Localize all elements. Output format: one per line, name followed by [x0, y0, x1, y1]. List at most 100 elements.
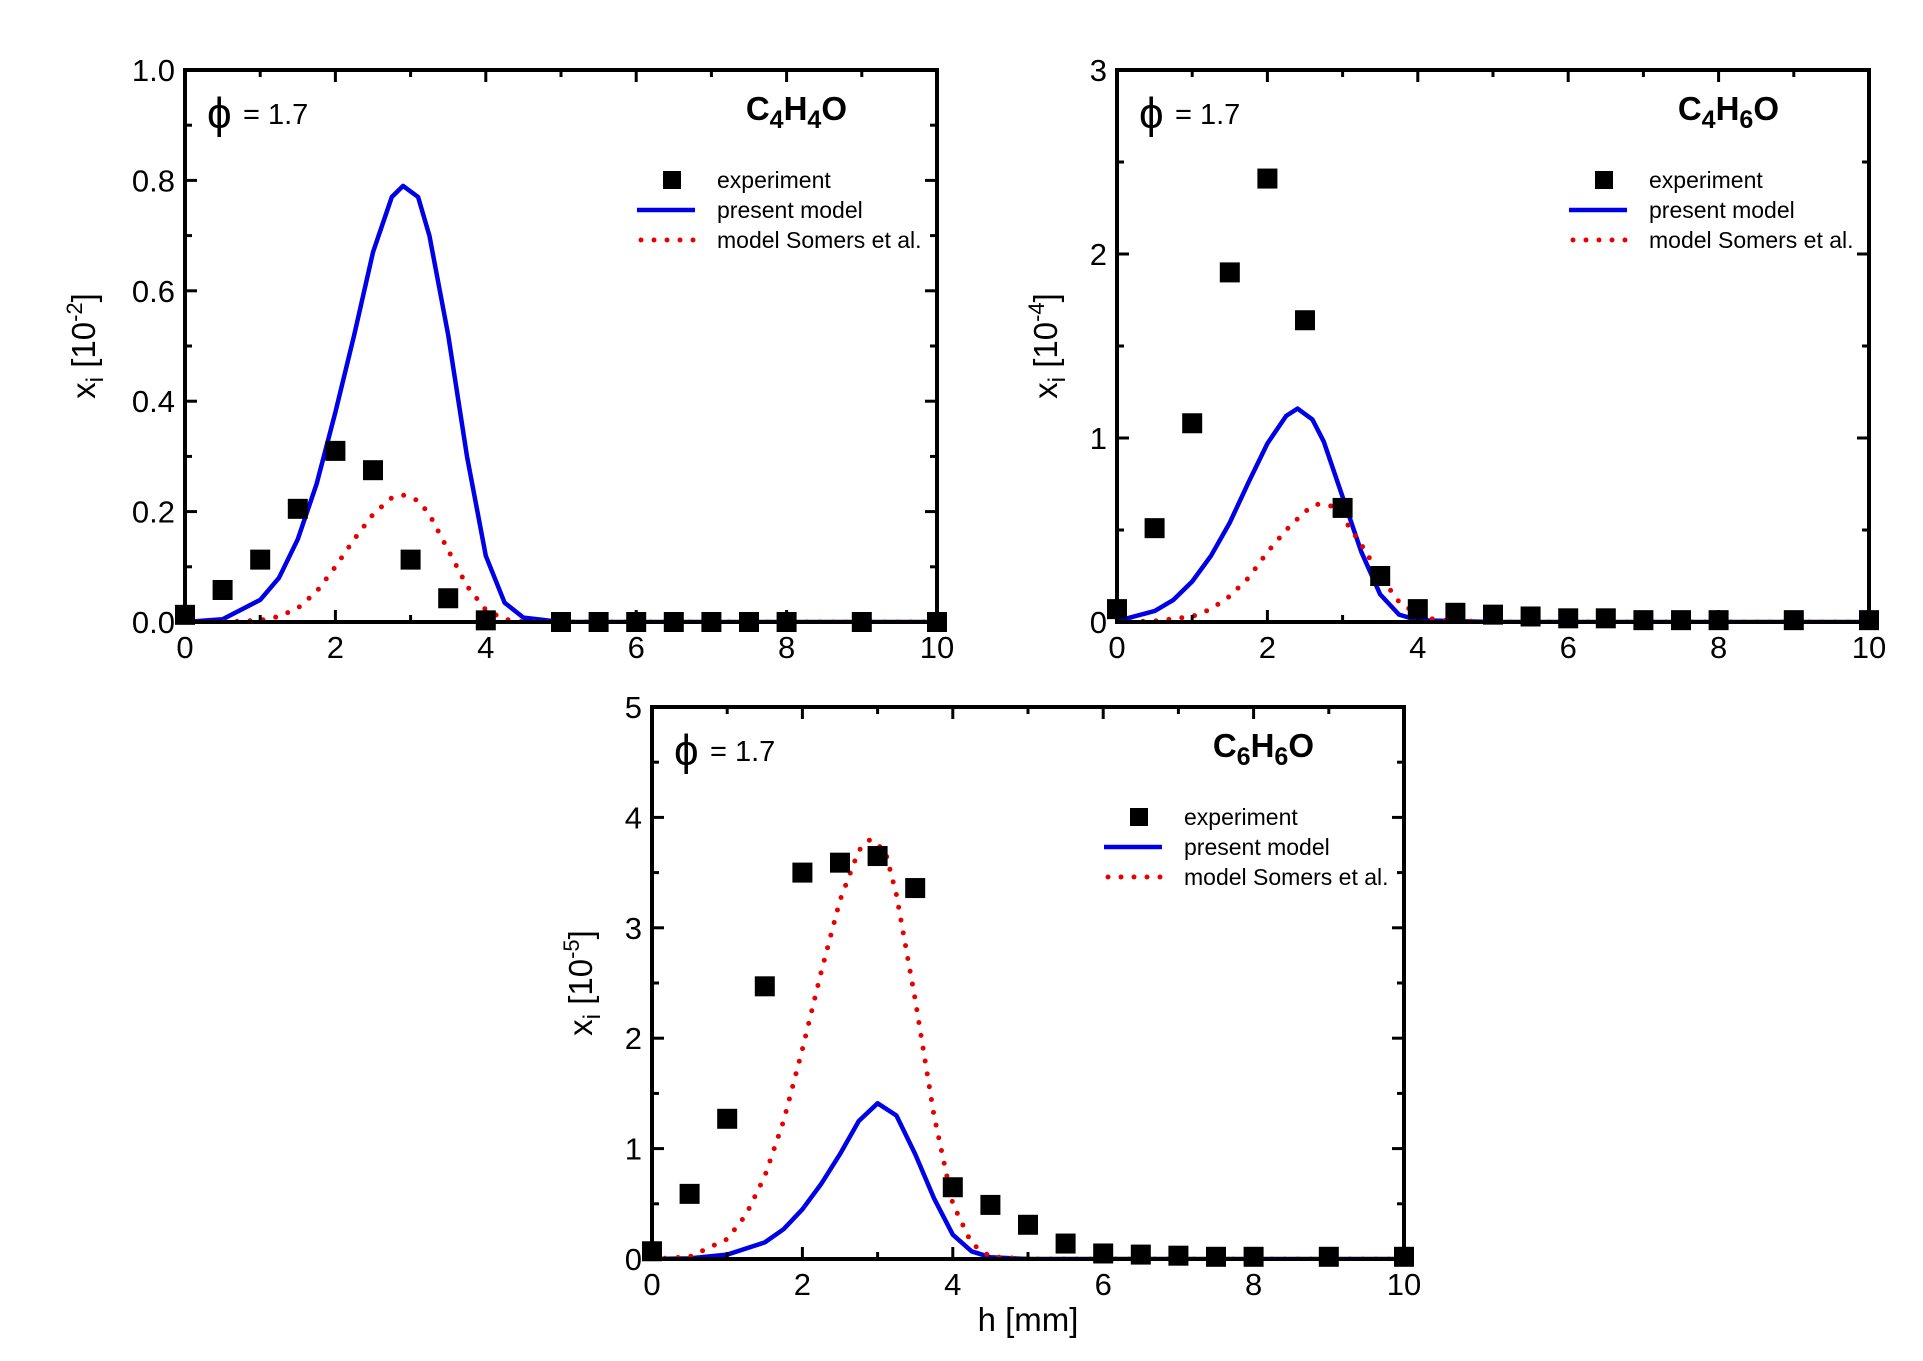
data-point-experiment — [212, 579, 233, 600]
x-tick-label: 0 — [643, 1267, 660, 1302]
y-tick-label: 1 — [1090, 421, 1107, 456]
species-label: C6H6O — [1213, 727, 1314, 771]
legend-label-experiment: experiment — [717, 167, 831, 193]
x-tick-label: 8 — [778, 630, 795, 665]
y-tick-label: 0.4 — [132, 384, 175, 419]
data-point-experiment — [679, 1183, 700, 1204]
data-point-experiment — [325, 440, 346, 461]
x-tick-label: 2 — [327, 630, 344, 665]
x-tick-label: 0 — [1108, 630, 1125, 665]
data-point-experiment — [1144, 518, 1165, 539]
data-point-experiment — [1370, 566, 1391, 586]
legend-label-present: present model — [717, 197, 863, 223]
series-line-present-model — [1117, 406, 1869, 622]
data-point-experiment — [1445, 602, 1466, 623]
legend-label-experiment: experiment — [1649, 167, 1763, 193]
series-line-present-model — [652, 1101, 1404, 1259]
species-label: C4H6O — [1678, 90, 1779, 134]
phi-value: = 1.7 — [710, 736, 775, 768]
x-tick-label: 4 — [944, 1267, 961, 1302]
data-point-experiment — [1483, 604, 1503, 625]
legend-marker-experiment — [1595, 171, 1613, 189]
y-tick-label: 1 — [625, 1132, 642, 1167]
legend-marker-experiment — [1130, 808, 1148, 826]
y-tick-label: 3 — [1090, 53, 1107, 88]
x-tick-label: 4 — [477, 630, 494, 665]
data-point-experiment — [1407, 599, 1428, 620]
legend-label-somers: model Somers et al. — [1184, 864, 1389, 890]
x-axis-label: h [mm] — [978, 1301, 1079, 1338]
x-tick-label: 2 — [794, 1267, 811, 1302]
x-tick-label: 8 — [1710, 630, 1727, 665]
plot-frame — [1115, 68, 1871, 624]
chart-panel-c4h6o: 0 2 4 6 8 10 0 1 2 3 xi [10-4] ϕ = 1.7 C4H6O experimen… — [1024, 53, 1886, 665]
x-tick-label: 10 — [1852, 630, 1886, 665]
data-point-experiment — [867, 846, 888, 867]
data-point-experiment — [287, 498, 308, 519]
legend-label-present: present model — [1649, 197, 1795, 223]
y-tick-label: 0.0 — [132, 605, 175, 640]
data-point-experiment — [1055, 1233, 1076, 1254]
x-tick-label: 6 — [1095, 1267, 1112, 1302]
y-tick-label: 0 — [625, 1242, 642, 1277]
phi-symbol: ϕ — [674, 726, 699, 775]
y-tick-label: 5 — [625, 690, 642, 725]
species-label: C4H4O — [746, 90, 847, 134]
data-point-experiment — [1182, 413, 1203, 434]
y-tick-label: 3 — [625, 911, 642, 946]
data-point-experiment — [942, 1177, 963, 1198]
x-tick-label: 2 — [1259, 630, 1276, 665]
data-point-experiment — [754, 976, 775, 997]
y-axis-label: xi [10-2] — [62, 293, 109, 399]
data-point-experiment — [1332, 497, 1353, 518]
phi-value: = 1.7 — [243, 99, 308, 131]
legend-label-somers: model Somers et al. — [1649, 227, 1854, 253]
x-tick-label: 0 — [176, 630, 193, 665]
y-tick-label: 0.8 — [132, 163, 175, 198]
data-point-experiment — [792, 862, 813, 883]
series-line-somers-model — [1117, 501, 1869, 622]
data-point-experiment — [363, 460, 383, 481]
y-tick-label: 2 — [625, 1021, 642, 1056]
data-point-experiment — [1595, 608, 1616, 629]
series-line-somers-model — [652, 837, 1404, 1259]
y-tick-label: 0 — [1090, 605, 1107, 640]
data-point-experiment — [1206, 1246, 1226, 1267]
chart-panel-c4h4o: 0 2 4 6 8 10 0.0 0.2 0.4 0.6 0.8 1.0 xi [10-2] ϕ = 1.7… — [62, 53, 954, 665]
legend-marker-experiment — [663, 171, 681, 189]
data-point-experiment — [717, 1108, 738, 1129]
series-line-present-model — [185, 183, 937, 622]
y-tick-label: 2 — [1090, 237, 1107, 272]
data-point-experiment — [905, 878, 926, 899]
x-tick-label: 10 — [1387, 1267, 1421, 1302]
chart-panel-c6h6o: 0 2 4 6 8 10 0 1 2 3 4 5 xi [10-5] h [mm] ϕ = 1.7 C6H6O e… — [559, 690, 1421, 1338]
y-axis-label: xi [10-5] — [559, 930, 606, 1036]
data-point-experiment — [1018, 1214, 1038, 1235]
data-point-experiment — [1219, 262, 1240, 283]
y-tick-label: 4 — [625, 800, 642, 835]
y-tick-label: 0.6 — [132, 274, 175, 309]
x-tick-label: 4 — [1409, 630, 1426, 665]
y-axis-label: xi [10-4] — [1024, 293, 1071, 399]
data-point-experiment — [400, 549, 421, 570]
phi-symbol: ϕ — [207, 89, 232, 138]
data-point-experiment — [438, 588, 459, 609]
series-line-somers-model — [185, 492, 937, 622]
y-tick-label: 0.2 — [132, 495, 175, 530]
data-point-experiment — [1295, 310, 1315, 331]
y-tick-label: 1.0 — [132, 53, 175, 88]
data-point-experiment — [980, 1194, 1001, 1215]
legend-label-somers: model Somers et al. — [717, 227, 922, 253]
x-tick-label: 8 — [1245, 1267, 1262, 1302]
phi-value: = 1.7 — [1175, 99, 1240, 131]
data-point-experiment — [1130, 1244, 1151, 1265]
legend-label-experiment: experiment — [1184, 804, 1298, 830]
legend-label-present: present model — [1184, 834, 1330, 860]
phi-symbol: ϕ — [1139, 89, 1164, 138]
x-tick-label: 6 — [1560, 630, 1577, 665]
x-tick-label: 10 — [920, 630, 954, 665]
data-point-experiment — [1257, 168, 1278, 189]
data-point-experiment — [250, 549, 271, 570]
data-point-experiment — [830, 852, 850, 873]
